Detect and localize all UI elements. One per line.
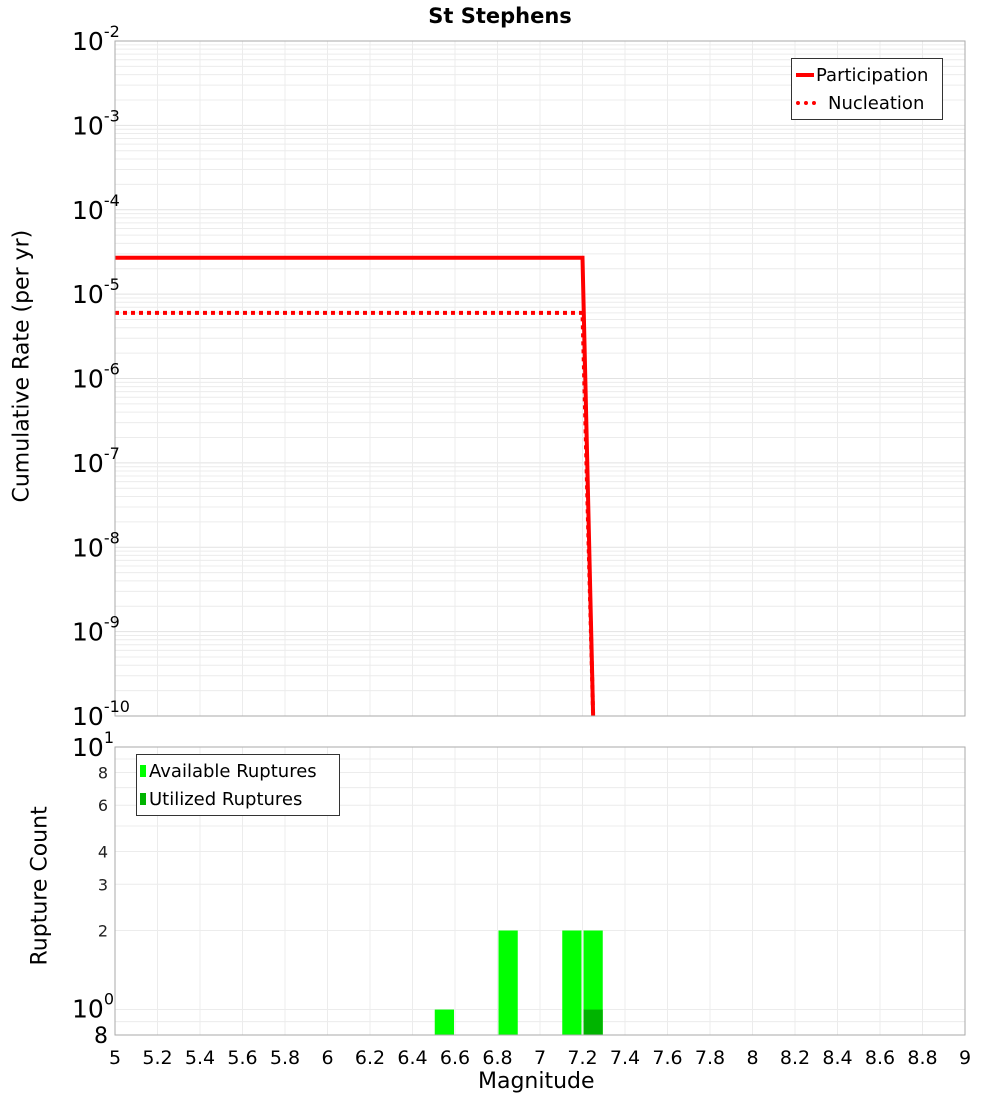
solid-line-icon xyxy=(796,73,814,77)
x-tick-label: 7.4 xyxy=(610,1047,640,1069)
dark-green-swatch-icon xyxy=(140,793,146,805)
legend-participation: Participation xyxy=(796,61,938,89)
legend-nucleation: Nucleation xyxy=(796,89,938,117)
y-tick-label: 10-5 xyxy=(72,275,120,309)
x-tick-label: 8.4 xyxy=(822,1047,852,1069)
x-tick-label: 6.4 xyxy=(397,1047,427,1069)
y-tick-label: 100 xyxy=(72,990,114,1024)
y-tick-label: 8 xyxy=(94,1024,108,1049)
bar-available-ruptures xyxy=(583,930,603,1035)
x-tick-label: 7.8 xyxy=(695,1047,725,1069)
x-tick-label: 8 xyxy=(746,1047,758,1069)
y-tick-label: 8 xyxy=(98,763,108,782)
series-participation xyxy=(115,255,596,717)
x-tick-label: 8.6 xyxy=(865,1047,895,1069)
y-tick-label: 10-8 xyxy=(72,528,120,562)
x-tick-label: 5.2 xyxy=(142,1047,172,1069)
y-tick-label: 10-10 xyxy=(72,697,130,731)
y-tick-label: 10-6 xyxy=(72,360,120,394)
x-tick-label: 5.8 xyxy=(270,1047,300,1069)
bar-available-ruptures xyxy=(498,930,518,1035)
y-tick-label: 6 xyxy=(98,796,108,815)
chart-title: St Stephens xyxy=(428,4,572,28)
y-tick-label: 10-2 xyxy=(72,22,120,56)
x-tick-label: 8.2 xyxy=(780,1047,810,1069)
x-tick-label: 7 xyxy=(534,1047,546,1069)
x-axis-label: Magnitude xyxy=(478,1069,595,1094)
bottom-y-axis-label: Rupture Count xyxy=(27,806,53,966)
x-tick-label: 7.2 xyxy=(567,1047,597,1069)
y-tick-label: 10-7 xyxy=(72,444,120,478)
legend-available-ruptures: Available Ruptures xyxy=(140,757,336,785)
y-tick-label: 10-9 xyxy=(72,613,120,647)
x-tick-label: 7.6 xyxy=(652,1047,682,1069)
x-tick-label: 6 xyxy=(321,1047,333,1069)
y-tick-label: 2 xyxy=(98,922,108,941)
y-tick-label: 10-3 xyxy=(72,106,120,140)
x-tick-label: 9 xyxy=(959,1047,971,1069)
x-tick-label: 5.6 xyxy=(227,1047,257,1069)
y-tick-label: 4 xyxy=(98,842,108,861)
legend-utilized-ruptures: Utilized Ruptures xyxy=(140,785,336,813)
bar-available-ruptures xyxy=(434,1009,454,1035)
y-tick-label: 10-4 xyxy=(72,191,120,225)
bottom-legend: Available Ruptures Utilized Ruptures xyxy=(136,754,340,816)
series-nucleation xyxy=(115,310,596,717)
y-tick-label: 101 xyxy=(72,728,114,762)
dotted-line-icon xyxy=(796,101,816,105)
top-legend: Participation Nucleation xyxy=(791,58,943,120)
x-tick-label: 6.2 xyxy=(355,1047,385,1069)
x-tick-label: 6.6 xyxy=(440,1047,470,1069)
bar-utilized-ruptures xyxy=(583,1009,603,1035)
bar-available-ruptures xyxy=(562,930,582,1035)
top-y-axis-label: Cumulative Rate (per yr) xyxy=(9,229,35,503)
bright-green-swatch-icon xyxy=(140,765,146,777)
x-tick-label: 6.8 xyxy=(482,1047,512,1069)
x-tick-label: 5.4 xyxy=(185,1047,215,1069)
y-tick-label: 3 xyxy=(98,875,108,894)
x-tick-label: 5 xyxy=(109,1047,121,1069)
x-tick-label: 8.8 xyxy=(907,1047,937,1069)
top-plot-area xyxy=(114,40,966,717)
